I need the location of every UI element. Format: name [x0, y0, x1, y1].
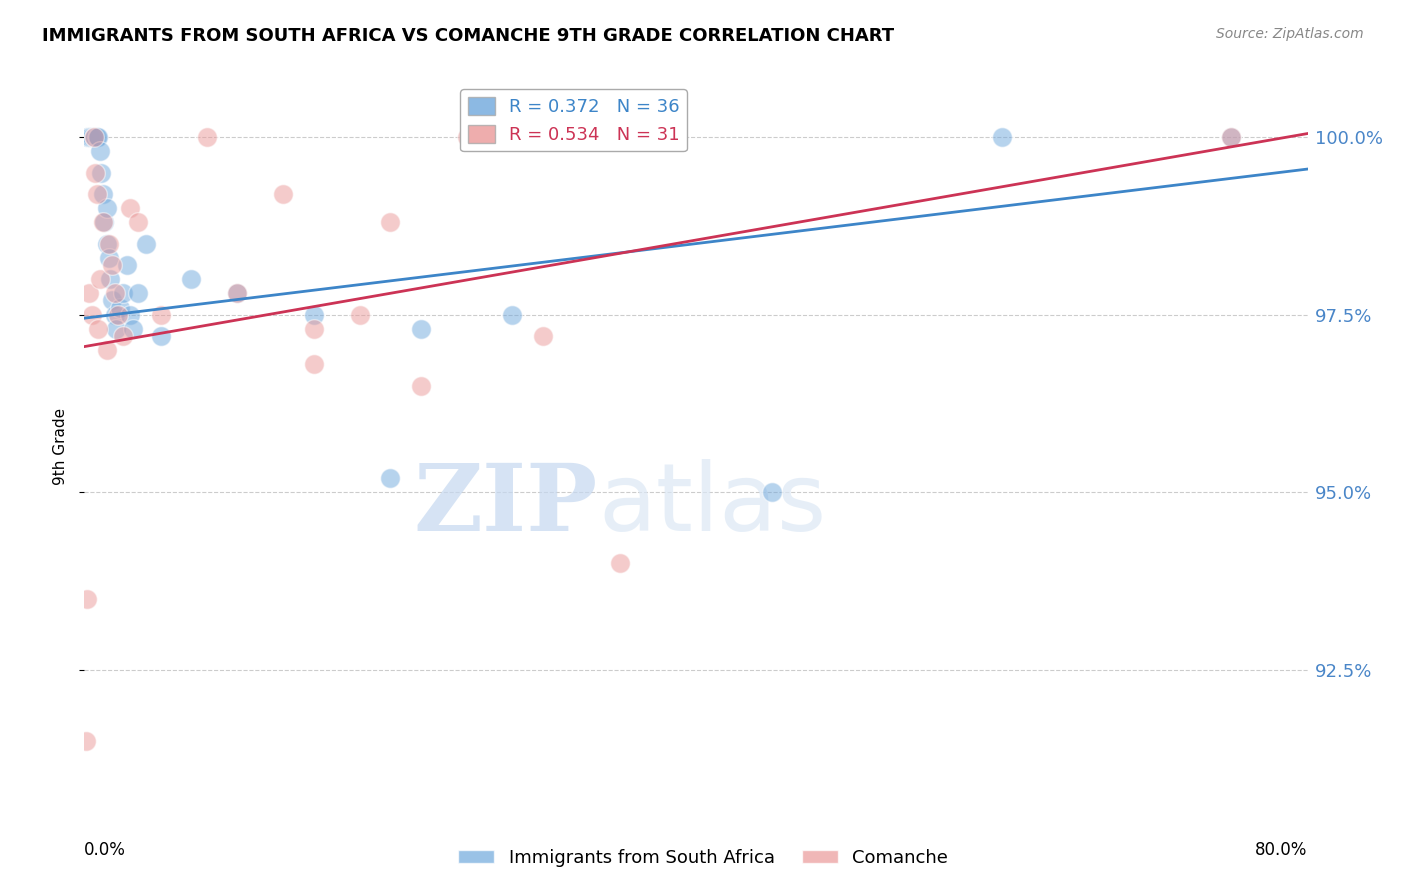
Point [302, 322, 325, 336]
Point [84, 130, 107, 145]
Point [609, 556, 631, 570]
Point [76, 130, 98, 145]
Point [115, 258, 138, 272]
Point [101, 258, 124, 272]
Point [349, 308, 371, 322]
Point [149, 329, 172, 343]
Legend: Immigrants from South Africa, Comanche: Immigrants from South Africa, Comanche [451, 842, 955, 874]
Point [86, 130, 108, 145]
Point [302, 308, 325, 322]
Point [101, 293, 124, 308]
Point [96, 343, 118, 358]
Point [502, 308, 524, 322]
Point [105, 322, 128, 336]
Point [761, 485, 783, 500]
Y-axis label: 9th Grade: 9th Grade [52, 408, 67, 484]
Point [79, 130, 101, 145]
Point [120, 201, 142, 215]
Point [991, 130, 1014, 145]
Point [80, 308, 103, 322]
Point [108, 301, 131, 315]
Point [89, 145, 111, 159]
Point [409, 378, 432, 392]
Point [80, 130, 103, 145]
Point [90, 165, 112, 179]
Point [83, 130, 105, 145]
Text: atlas: atlas [598, 458, 827, 550]
Point [409, 322, 432, 336]
Point [120, 308, 142, 322]
Point [1220, 130, 1243, 145]
Text: ZIP: ZIP [413, 459, 598, 549]
Point [226, 286, 249, 301]
Point [122, 322, 145, 336]
Point [83, 130, 105, 145]
Point [77, 286, 100, 301]
Point [380, 471, 402, 485]
Point [180, 272, 202, 286]
Point [98, 272, 121, 286]
Point [97, 236, 120, 251]
Point [91, 215, 114, 229]
Point [89, 272, 111, 286]
Point [86, 186, 108, 201]
Point [226, 286, 249, 301]
Point [149, 308, 172, 322]
Legend: R = 0.372   N = 36, R = 0.534   N = 31: R = 0.372 N = 36, R = 0.534 N = 31 [460, 89, 688, 152]
Point [111, 329, 134, 343]
Point [87, 322, 110, 336]
Point [75, 733, 97, 747]
Point [87, 130, 110, 145]
Point [531, 329, 554, 343]
Point [456, 130, 478, 145]
Point [91, 186, 114, 201]
Text: IMMIGRANTS FROM SOUTH AFRICA VS COMANCHE 9TH GRADE CORRELATION CHART: IMMIGRANTS FROM SOUTH AFRICA VS COMANCHE… [42, 27, 894, 45]
Point [104, 308, 127, 322]
Point [1220, 130, 1243, 145]
Point [76, 591, 98, 606]
Point [93, 215, 115, 229]
Point [96, 201, 118, 215]
Point [77, 130, 100, 145]
Point [104, 286, 127, 301]
Point [127, 215, 149, 229]
Text: 80.0%: 80.0% [1256, 841, 1308, 859]
Point [111, 286, 134, 301]
Point [84, 165, 107, 179]
Point [135, 236, 157, 251]
Point [195, 130, 218, 145]
Point [97, 251, 120, 265]
Point [96, 236, 118, 251]
Point [271, 186, 294, 201]
Text: Source: ZipAtlas.com: Source: ZipAtlas.com [1216, 27, 1364, 41]
Point [107, 308, 129, 322]
Point [380, 215, 402, 229]
Point [302, 357, 325, 371]
Text: 0.0%: 0.0% [84, 841, 127, 859]
Point [127, 286, 149, 301]
